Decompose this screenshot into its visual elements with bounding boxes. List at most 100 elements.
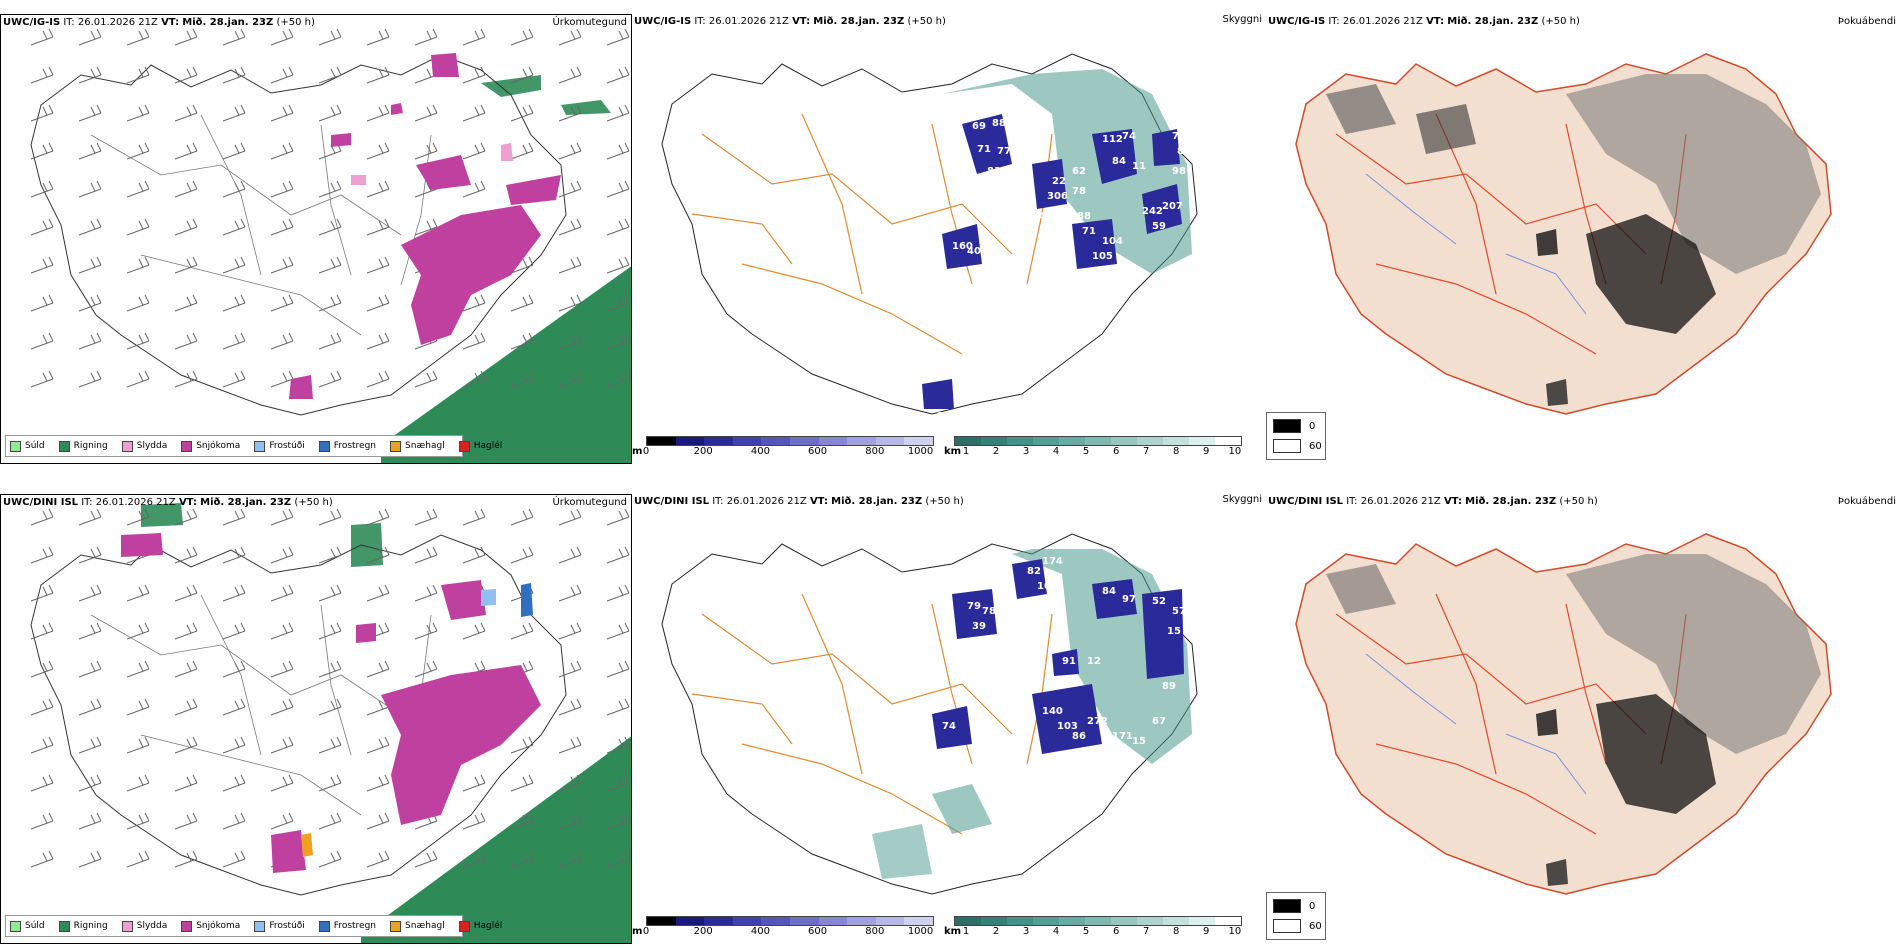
wind-barb [174,28,198,46]
precip-title-row1: Úrkomutegund [552,17,627,28]
visibility-value-label: 97 [1122,594,1136,605]
wind-barb [174,370,198,388]
tick-label: 0 [642,446,650,457]
wind-barb [270,660,294,678]
legend-item: Haglél [458,920,502,932]
fog-legend-label: 0 [1309,900,1316,912]
wind-barb [78,546,102,564]
visibility-value-label: 83 [1057,216,1071,227]
visibility-value-label: 82 [1027,566,1041,577]
wind-barb [606,812,630,830]
wind-barb [174,142,198,160]
vt-value: Mið. 28.jan. 23Z [831,496,923,507]
wind-barb [606,180,630,198]
visibility-map-row1: 69 88 71 77 83 112 74 84 11 62 22 78 242 207 59 71 104 10… [661,53,1198,422]
tick-label: 600 [808,926,828,937]
legend-item: Snæhagl [390,920,445,932]
wind-barb [318,370,342,388]
wind-barb [30,508,54,526]
visibility-value-label: 105 [1092,251,1113,262]
legend-label: Slydda [136,921,168,931]
wind-barb [222,584,246,602]
wind-barb [510,104,534,122]
wind-barb [462,774,486,792]
wind-barb [78,104,102,122]
wind-barb [462,370,486,388]
wind-barb [318,812,342,830]
lead-time: (+50 h) [276,17,315,28]
precip-title-row2: Úrkomutegund [552,497,627,508]
wind-barb [126,142,150,160]
visibility-value-label: 39 [972,621,986,632]
wind-barb [318,508,342,526]
wind-barb [174,294,198,312]
visibility-map-row2: 79 78 39 84 82 109 174 84 97 52 57 15 12 91 140 1038627… [661,533,1198,895]
visibility-value-label: 207 [1162,201,1183,212]
wind-barb [606,850,630,868]
legend-swatch [181,920,193,932]
wind-barb [414,508,438,526]
wind-barb [462,850,486,868]
wind-barb [126,812,150,830]
wind-barb [222,812,246,830]
fog-header-row2: UWC/DINI ISL IT: 26.01.2026 21Z VT: Mið.… [1268,496,1598,507]
tick-label: 2 [992,926,1000,937]
wind-barb [222,736,246,754]
legend-item: Frostregn [318,920,376,932]
legend-label: Snjókoma [196,921,241,931]
visibility-value-label: 52 [1152,596,1166,607]
wind-barb [318,584,342,602]
wind-barb [414,370,438,388]
wind-barb [174,180,198,198]
wind-barb [606,660,630,678]
wind-barb [174,256,198,274]
wind-barb [366,508,390,526]
wind-barb [558,294,582,312]
wind-barb [462,812,486,830]
legend-swatch [318,920,330,932]
fog-swatch-black [1273,419,1301,433]
precip-header-row2: UWC/DINI ISL IT: 26.01.2026 21Z VT: Mið.… [3,497,333,508]
wind-barb [222,508,246,526]
visibility-value-label: 84 [1102,586,1116,597]
wind-barb [606,370,630,388]
tick-label: 5 [1082,446,1090,457]
wind-barb [318,218,342,236]
wind-barb [30,104,54,122]
visibility-value-label: 59 [1152,221,1166,232]
wind-barb [270,294,294,312]
fog-map-row1 [1295,53,1832,415]
it-label: IT: [1346,496,1358,507]
tick-label: 8 [1173,926,1180,937]
fog-legend-row2: 0 60 [1266,892,1326,940]
legend-label: Súld [25,921,45,931]
wind-barb [510,546,534,564]
wind-barb [126,622,150,640]
wind-barb [270,66,294,84]
wind-barb [462,622,486,640]
legend-label: Frostúði [269,441,305,451]
model-name: UWC/DINI ISL [1268,496,1344,507]
it-value: 26.01.2026 21Z [708,16,789,27]
wind-barb [30,218,54,236]
precip-header-row1: UWC/IG-IS IT: 26.01.2026 21Z VT: Mið. 28… [3,17,315,28]
wind-barb [414,584,438,602]
wind-barb [30,660,54,678]
precip-map-row1 [30,28,631,463]
wind-barb [606,584,630,602]
wind-barb [126,660,150,678]
wind-barb [174,66,198,84]
wind-barb [30,812,54,830]
visibility-value-label: 40 [967,246,981,257]
vt-label: VT: [1426,16,1445,27]
wind-barb [126,218,150,236]
wind-barb [510,142,534,160]
wind-barb [78,812,102,830]
wind-barb [270,142,294,160]
wind-barb [366,546,390,564]
fog-header-row1: UWC/IG-IS IT: 26.01.2026 21Z VT: Mið. 28… [1268,16,1580,27]
wind-barb [606,28,630,46]
model-name: UWC/IG-IS [634,16,692,27]
fog-swatch-black [1273,899,1301,913]
wind-barb [270,508,294,526]
